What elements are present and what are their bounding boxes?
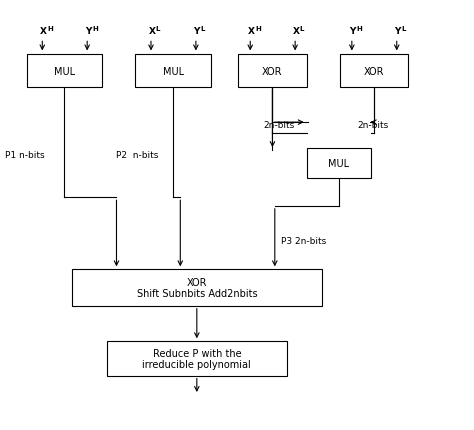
Text: L: L — [201, 25, 205, 31]
Text: Y: Y — [85, 27, 91, 36]
Text: L: L — [156, 25, 160, 31]
Text: MUL: MUL — [328, 159, 349, 169]
Text: X: X — [149, 27, 155, 36]
Text: L: L — [401, 25, 406, 31]
Bar — [107, 341, 287, 376]
Text: X: X — [293, 27, 300, 36]
Text: 2n-bits: 2n-bits — [357, 120, 389, 129]
Text: H: H — [356, 25, 362, 31]
Text: MUL: MUL — [54, 66, 75, 77]
Text: H: H — [47, 25, 53, 31]
Text: H: H — [92, 25, 98, 31]
Text: Y: Y — [349, 27, 356, 36]
Text: XOR: XOR — [364, 66, 384, 77]
Text: XOR
Shift Subnbits Add2nbits: XOR Shift Subnbits Add2nbits — [137, 277, 257, 299]
Text: Y: Y — [193, 27, 200, 36]
Text: P1 n-bits: P1 n-bits — [5, 150, 45, 160]
Text: XOR: XOR — [262, 66, 283, 77]
Text: X: X — [248, 27, 255, 36]
Text: P2  n-bits: P2 n-bits — [117, 150, 159, 160]
Bar — [136, 55, 211, 87]
Text: 2n-bits: 2n-bits — [264, 120, 295, 129]
Bar — [238, 55, 307, 87]
Text: X: X — [40, 27, 47, 36]
Bar — [72, 270, 322, 306]
Bar — [307, 148, 371, 178]
Bar — [27, 55, 102, 87]
Text: MUL: MUL — [163, 66, 184, 77]
Text: Reduce P with the
irreducible polynomial: Reduce P with the irreducible polynomial — [143, 348, 251, 369]
Text: Y: Y — [394, 27, 401, 36]
Text: P3 2n-bits: P3 2n-bits — [282, 236, 327, 245]
Bar — [340, 55, 408, 87]
Text: H: H — [255, 25, 261, 31]
Text: L: L — [300, 25, 304, 31]
